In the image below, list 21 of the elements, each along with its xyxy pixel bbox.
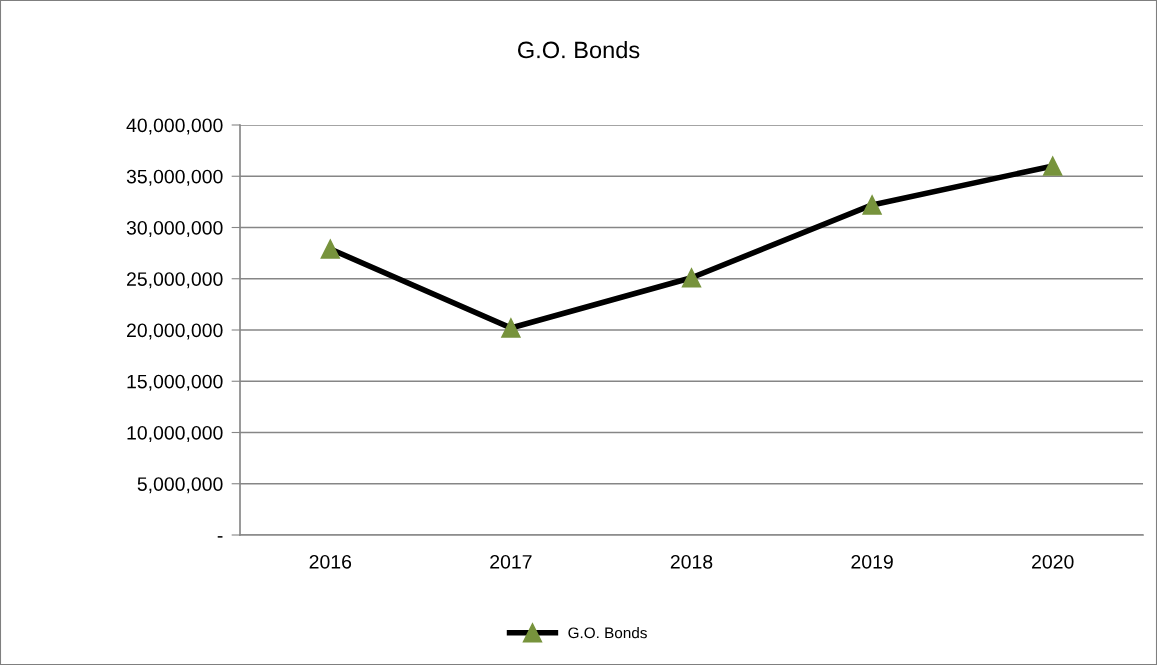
point <box>862 195 882 215</box>
point <box>501 318 521 338</box>
x-tick-label: 2018 <box>670 554 713 569</box>
y-tick-label: 30,000,000 <box>126 220 223 238</box>
point <box>681 268 702 288</box>
legend-label: G.O. Bonds <box>568 627 647 639</box>
y-tick-label: 40,000,000 <box>126 118 223 135</box>
y-tick-label: - <box>217 536 223 538</box>
x-tick-label: 2017 <box>490 554 532 569</box>
x-tick-label: 2016 <box>309 554 352 569</box>
y-tick-label: 25,000,000 <box>127 272 223 289</box>
y-tick-label: 5,000,000 <box>137 477 223 494</box>
chart-title: G.O. Bonds <box>518 41 640 59</box>
point <box>1042 156 1063 176</box>
point <box>320 239 341 259</box>
y-tick-label: 15,000,000 <box>127 374 223 391</box>
x-tick-label: 2020 <box>1032 554 1074 569</box>
y-tick-label: 35,000,000 <box>126 169 223 186</box>
y-tick-label: 20,000,000 <box>127 323 223 340</box>
y-tick-label: 10,000,000 <box>127 425 223 443</box>
x-tick-label: 2019 <box>851 554 893 569</box>
